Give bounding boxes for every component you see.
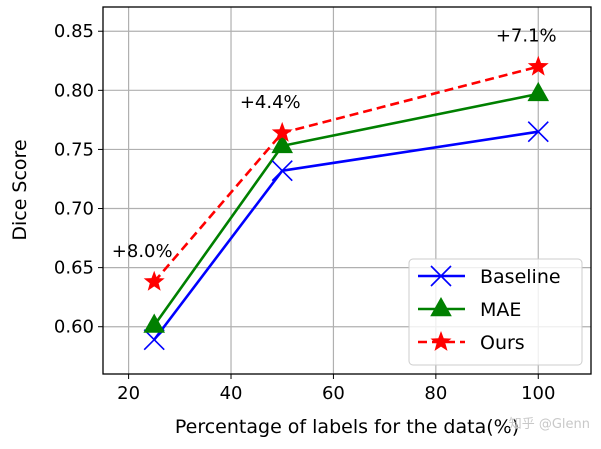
legend-label: Ours <box>480 332 525 354</box>
legend-ours-marker <box>430 331 452 351</box>
baseline-point <box>143 329 165 351</box>
x-tick-label: 20 <box>117 383 140 404</box>
ours-line <box>153 65 539 283</box>
y-tick-label: 0.60 <box>54 317 94 338</box>
x-tick-label: 40 <box>220 383 243 404</box>
watermark: 知乎 @Glenn <box>509 416 590 432</box>
legend: Baseline MAE Ours <box>408 258 583 366</box>
y-tick-label: 0.70 <box>54 199 94 220</box>
annotation-label: +4.4% <box>240 92 301 113</box>
mae-point <box>143 313 166 333</box>
legend-baseline-marker-stroke <box>430 265 452 287</box>
ours-point <box>527 55 549 76</box>
annotations: +8.0% +4.4% +7.1% <box>112 26 557 262</box>
mae-point <box>527 81 550 102</box>
y-axis-label: Dice Score <box>9 139 31 240</box>
y-tick-label: 0.65 <box>54 258 94 279</box>
annotation-label: +8.0% <box>112 241 173 262</box>
grid <box>103 7 591 374</box>
x-axis-label: Percentage of labels for the data(%) <box>175 416 519 438</box>
mae-point <box>271 133 294 154</box>
legend-box <box>408 258 583 366</box>
baseline-point-stroke <box>271 160 293 182</box>
baseline-point-stroke <box>527 121 549 143</box>
legend-mae-marker <box>430 297 452 317</box>
y-tick-label: 0.85 <box>54 21 94 42</box>
baseline-point <box>271 160 293 182</box>
x-tick-label: 60 <box>322 383 345 404</box>
y-tick-label: 0.75 <box>54 139 94 160</box>
legend-label: Baseline <box>480 266 561 288</box>
x-tick-label: 100 <box>521 383 555 404</box>
plot-frame <box>102 6 592 375</box>
baseline-point <box>527 121 549 143</box>
baseline-point-stroke <box>143 329 165 351</box>
y-tick-label: 0.80 <box>54 80 94 101</box>
legend-baseline-marker <box>430 265 452 287</box>
annotation-label: +7.1% <box>496 26 557 47</box>
legend-label: MAE <box>480 299 521 321</box>
ours-point <box>143 270 165 291</box>
ticks: 20 40 60 80 100 0.60 0.65 0.70 0.75 0.80 0.85 <box>54 21 556 404</box>
series-markers <box>143 55 550 351</box>
ours-point <box>271 121 293 142</box>
x-tick-label: 80 <box>424 383 447 404</box>
